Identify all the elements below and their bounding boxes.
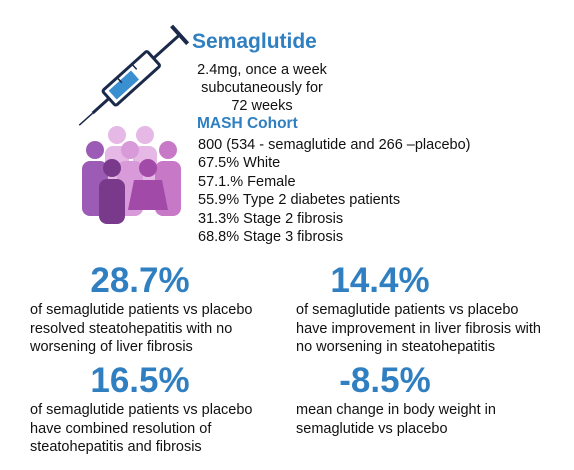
stat-value: -8.5% bbox=[339, 361, 431, 400]
stat-value: 16.5% bbox=[90, 361, 190, 400]
stat-text: semaglutide vs placebo bbox=[296, 420, 448, 437]
stat-text: have combined resolution of bbox=[30, 420, 212, 437]
stat-text: have improvement in liver fibrosis with bbox=[296, 320, 541, 337]
dosing-line: 72 weeks bbox=[231, 98, 293, 114]
dosing-line: subcutaneously for bbox=[201, 80, 323, 96]
stat-text: no worsening in steatohepatitis bbox=[296, 339, 496, 355]
stat-text: resolved steatohepatitis with no bbox=[30, 320, 233, 337]
dosing-line: 2.4mg, once a week bbox=[197, 62, 327, 78]
cohort-item: 68.8% Stage 3 fibrosis bbox=[198, 229, 344, 245]
people-icon bbox=[82, 126, 181, 224]
stat-text: mean change in body weight in bbox=[296, 402, 496, 418]
cohort-item: 800 (534 - semaglutide and 266 –placebo) bbox=[198, 137, 471, 153]
stat-value: 14.4% bbox=[330, 261, 430, 300]
stat-text: of semaglutide patients vs placebo bbox=[30, 402, 253, 418]
stat-value: 28.7% bbox=[90, 261, 190, 300]
cohort-item: 55.9% Type 2 diabetes patients bbox=[198, 192, 401, 209]
stat-text: of semaglutide patients vs placebo bbox=[296, 302, 519, 318]
cohort-item: 31.3% Stage 2 fibrosis bbox=[198, 210, 344, 227]
cohort-item: 67.5% White bbox=[198, 155, 281, 172]
stat-text: steatohepatitis and fibrosis bbox=[30, 439, 202, 455]
stat-text: of semaglutide patients vs placebo bbox=[30, 302, 253, 318]
syringe-icon bbox=[78, 24, 190, 126]
title: Semaglutide bbox=[192, 30, 317, 53]
stat-text: worsening of liver fibrosis bbox=[30, 339, 193, 355]
cohort-title: MASH Cohort bbox=[197, 115, 298, 132]
cohort-item: 57.1.% Female bbox=[198, 173, 296, 190]
